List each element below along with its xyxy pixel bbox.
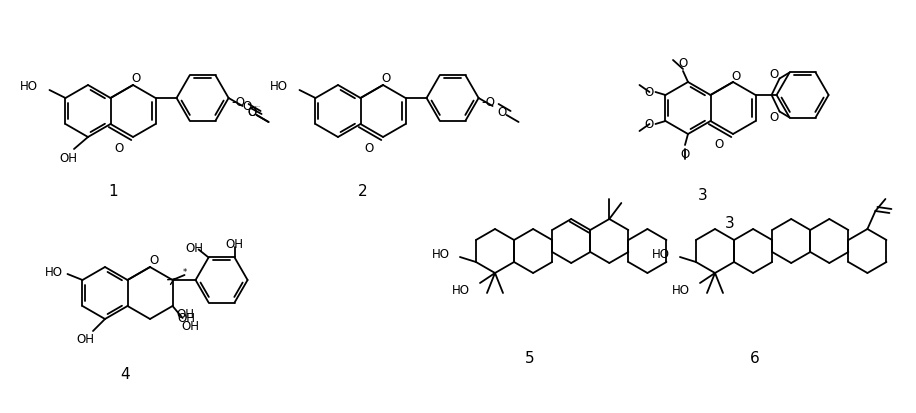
Text: HO: HO bbox=[452, 283, 470, 296]
Text: 5: 5 bbox=[525, 351, 535, 366]
Text: HO: HO bbox=[45, 266, 62, 279]
Text: O: O bbox=[247, 105, 256, 118]
Text: OH: OH bbox=[225, 237, 244, 250]
Text: OH: OH bbox=[186, 242, 203, 254]
Text: OH: OH bbox=[178, 312, 195, 325]
Text: methoxy: methoxy bbox=[255, 105, 261, 107]
Text: O: O bbox=[679, 57, 688, 70]
Text: O: O bbox=[731, 69, 741, 82]
Text: O: O bbox=[497, 105, 507, 118]
Text: O: O bbox=[714, 138, 724, 151]
Text: 3: 3 bbox=[725, 216, 735, 231]
Text: O: O bbox=[769, 68, 779, 81]
Text: 4: 4 bbox=[120, 367, 130, 382]
Text: OH: OH bbox=[76, 333, 94, 346]
Text: O: O bbox=[644, 86, 653, 99]
Text: HO: HO bbox=[652, 248, 670, 261]
Text: -O: -O bbox=[482, 95, 496, 108]
Text: 3: 3 bbox=[698, 187, 708, 202]
Text: 1: 1 bbox=[108, 184, 118, 199]
Text: -O: -O bbox=[232, 95, 245, 108]
Text: O: O bbox=[247, 105, 256, 118]
Text: O: O bbox=[381, 72, 390, 85]
Text: OH: OH bbox=[181, 320, 200, 333]
Text: OH: OH bbox=[59, 151, 77, 164]
Text: O: O bbox=[769, 111, 779, 124]
Text: OH: OH bbox=[177, 308, 194, 321]
Text: O: O bbox=[243, 100, 252, 113]
Text: O: O bbox=[114, 141, 124, 154]
Text: *: * bbox=[182, 268, 187, 277]
Text: O: O bbox=[365, 141, 374, 154]
Text: 2: 2 bbox=[358, 184, 368, 199]
Text: 6: 6 bbox=[750, 351, 760, 366]
Text: HO: HO bbox=[19, 80, 38, 93]
Text: HO: HO bbox=[432, 248, 450, 261]
Text: HO: HO bbox=[269, 80, 288, 93]
Text: O: O bbox=[149, 253, 158, 266]
Text: O: O bbox=[644, 118, 653, 131]
Text: HO: HO bbox=[672, 283, 690, 296]
Text: O: O bbox=[681, 147, 690, 161]
Text: O: O bbox=[131, 72, 141, 85]
